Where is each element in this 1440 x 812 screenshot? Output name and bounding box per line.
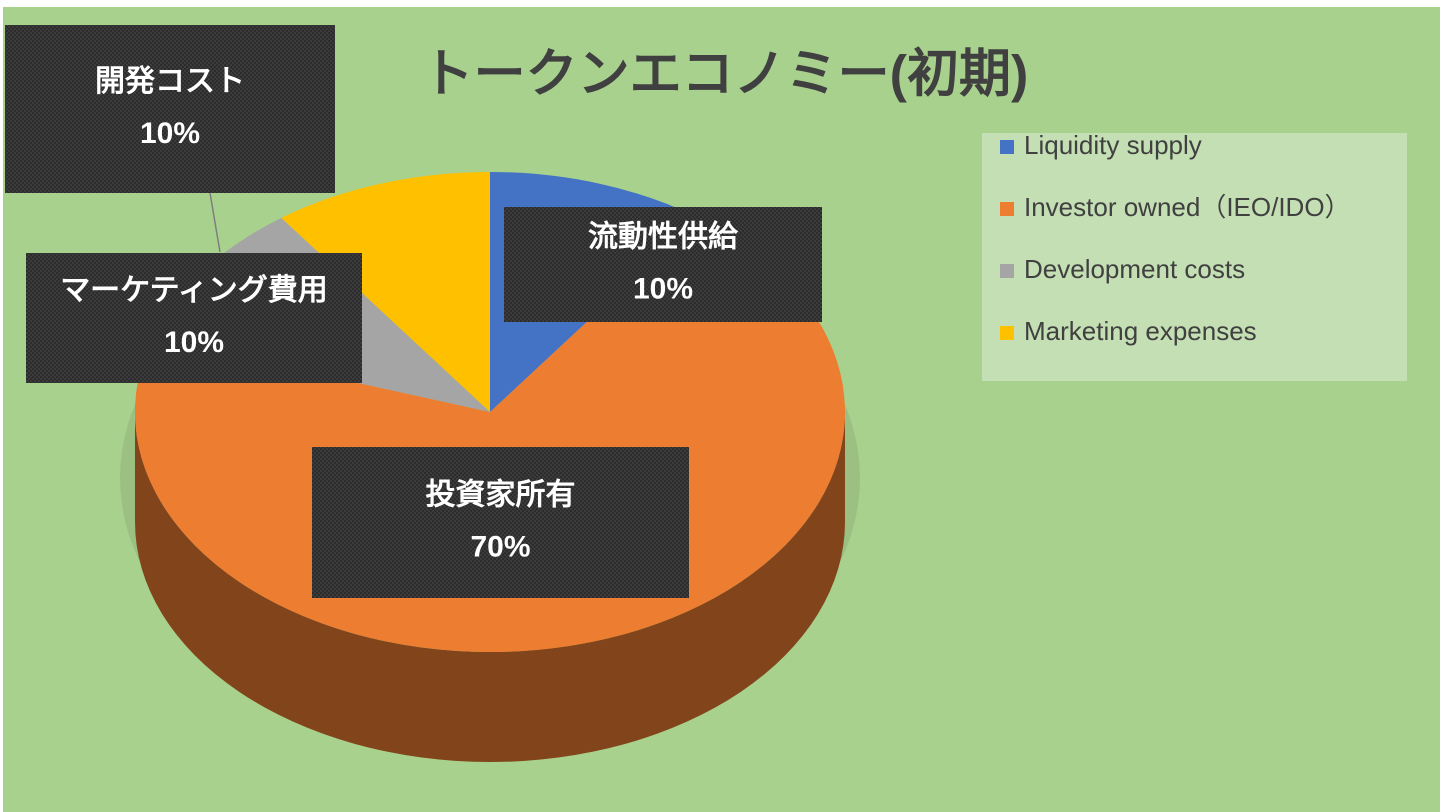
legend-swatch: [1000, 202, 1014, 216]
data-label-value: 10%: [140, 117, 200, 150]
legend-label: Investor owned（IEO/IDO）: [1024, 192, 1351, 222]
pie-side: [135, 412, 845, 762]
data-label-value: 10%: [164, 326, 224, 359]
leader-line: [209, 192, 221, 253]
data-label-name: 流動性供給: [588, 219, 739, 253]
legend-swatch: [1000, 326, 1014, 340]
legend-box: [982, 133, 1407, 381]
chart-title: トークンエコノミー(初期): [422, 46, 1029, 104]
data-label-box: [5, 25, 335, 193]
legend-label: Liquidity supply: [1024, 130, 1202, 160]
data-label-value: 10%: [633, 272, 693, 305]
data-label-box: [504, 207, 822, 322]
data-label-value: 70%: [470, 530, 530, 563]
data-label-name: マーケティング費用: [60, 274, 328, 307]
legend-swatch: [1000, 264, 1014, 278]
pie-slice: [281, 172, 490, 412]
legend-label: Marketing expenses: [1024, 316, 1257, 346]
data-label-box: [26, 253, 362, 383]
data-label-name: 投資家所有: [426, 478, 576, 511]
data-label-name: 開発コスト: [95, 65, 245, 98]
data-label-box: [312, 447, 689, 598]
legend-swatch: [1000, 140, 1014, 154]
legend-label: Development costs: [1024, 254, 1245, 284]
